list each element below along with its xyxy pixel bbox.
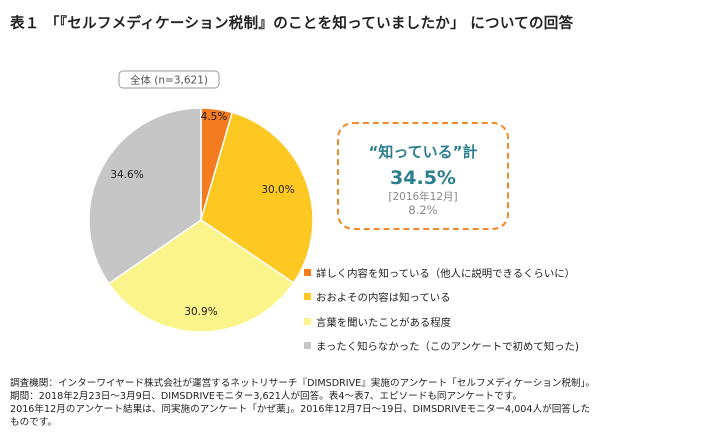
legend-item: まったく知らなかった（このアンケートで初めて知った) — [304, 340, 579, 353]
callout-value: 34.5% — [390, 167, 456, 189]
callout-label: “知っている”計 — [368, 143, 478, 161]
note-line: 期間：2018年2月23日～3月9日、DIMSDRIVEモニター3,621人が回… — [10, 391, 522, 402]
note-line: 2016年12月のアンケート結果は、同実施のアンケート「かぜ薬」。2016年12… — [10, 404, 591, 415]
survey-notes: 調査機関：インターワイヤード株式会社が運営するネットリサーチ『DIMSDRIVE… — [10, 377, 700, 429]
base-label: 全体 (n=3,621) — [130, 74, 208, 87]
note-line: 調査機関：インターワイヤード株式会社が運営するネットリサーチ『DIMSDRIVE… — [10, 378, 596, 389]
legend-label: 言葉を聞いたことがある程度 — [316, 316, 452, 329]
note-line: ものです。 — [10, 417, 58, 428]
pie-value-labels: 4.5% 30.0% 30.9% 34.6% — [110, 111, 294, 318]
pie-slices — [88, 107, 314, 333]
pie-value-label: 30.9% — [184, 306, 217, 318]
legend-item: 言葉を聞いたことがある程度 — [304, 315, 579, 329]
pie-slice — [88, 107, 202, 285]
legend-swatch — [304, 268, 311, 276]
pie-slice — [107, 219, 295, 333]
known-total-callout: “知っている”計 34.5% [2016年12月] 8.2% — [337, 122, 509, 230]
legend: 詳しく内容を知っている（他人に説明できるくらいに） おおよその内容は知っている … — [304, 266, 579, 364]
pie-value-label: 34.6% — [110, 169, 143, 181]
page-title: 表１ 「『セルフメディケーション税制』のことを知っていましたか」 についての回答 — [10, 16, 574, 32]
pie-slice — [200, 111, 314, 284]
pie-value-label: 30.0% — [261, 184, 294, 196]
callout-previous-label: [2016年12月] — [388, 191, 458, 203]
legend-label: まったく知らなかった（このアンケートで初めて知った) — [316, 341, 579, 353]
legend-swatch — [304, 317, 311, 325]
legend-label: 詳しく内容を知っている（他人に説明できるくらいに） — [316, 267, 576, 280]
legend-swatch — [304, 293, 311, 300]
base-label-box: 全体 (n=3,621) — [118, 70, 220, 89]
pie-value-label: 4.5% — [201, 111, 228, 123]
legend-swatch — [304, 342, 311, 349]
legend-item: おおよその内容は知っている — [304, 291, 579, 304]
legend-item: 詳しく内容を知っている（他人に説明できるくらいに） — [304, 266, 579, 280]
callout-previous-value: 8.2% — [408, 203, 438, 217]
legend-label: おおよその内容は知っている — [316, 292, 451, 304]
